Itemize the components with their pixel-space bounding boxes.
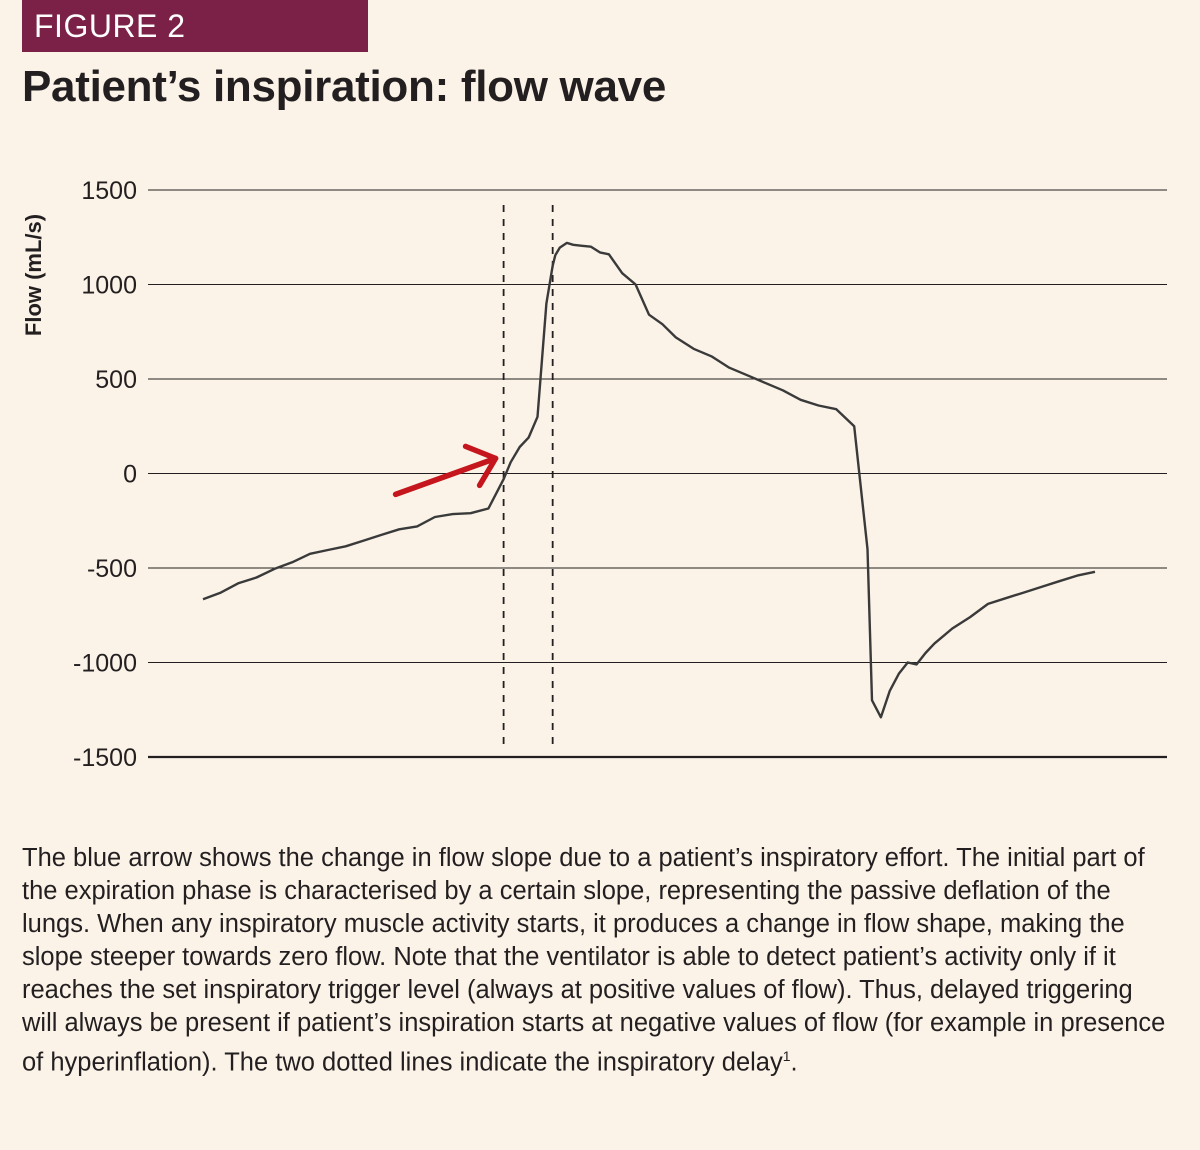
- y-tick-label: 500: [95, 366, 137, 394]
- figure-label: FIGURE 2: [22, 0, 368, 52]
- flow-wave-line: [202, 241, 1096, 719]
- inspiratory-effort-arrow: [392, 443, 499, 498]
- caption-end: .: [790, 1048, 798, 1077]
- y-tick-label: -500: [87, 555, 137, 583]
- y-tick-label: -1500: [73, 744, 137, 772]
- chart-title: Patient’s inspiration: flow wave: [22, 62, 666, 111]
- figure-caption: The blue arrow shows the change in flow …: [22, 842, 1172, 1080]
- y-tick-label: -1000: [73, 650, 137, 678]
- flow-chart: 1500 1000 500 0 -500 -1000 -1500: [73, 177, 1167, 772]
- y-tick-label: 0: [123, 461, 137, 489]
- y-tick-label: 1000: [81, 272, 137, 300]
- caption-reference: 1: [782, 1048, 791, 1064]
- caption-text: The blue arrow shows the change in flow …: [22, 844, 1166, 1077]
- y-tick-label: 1500: [81, 177, 137, 205]
